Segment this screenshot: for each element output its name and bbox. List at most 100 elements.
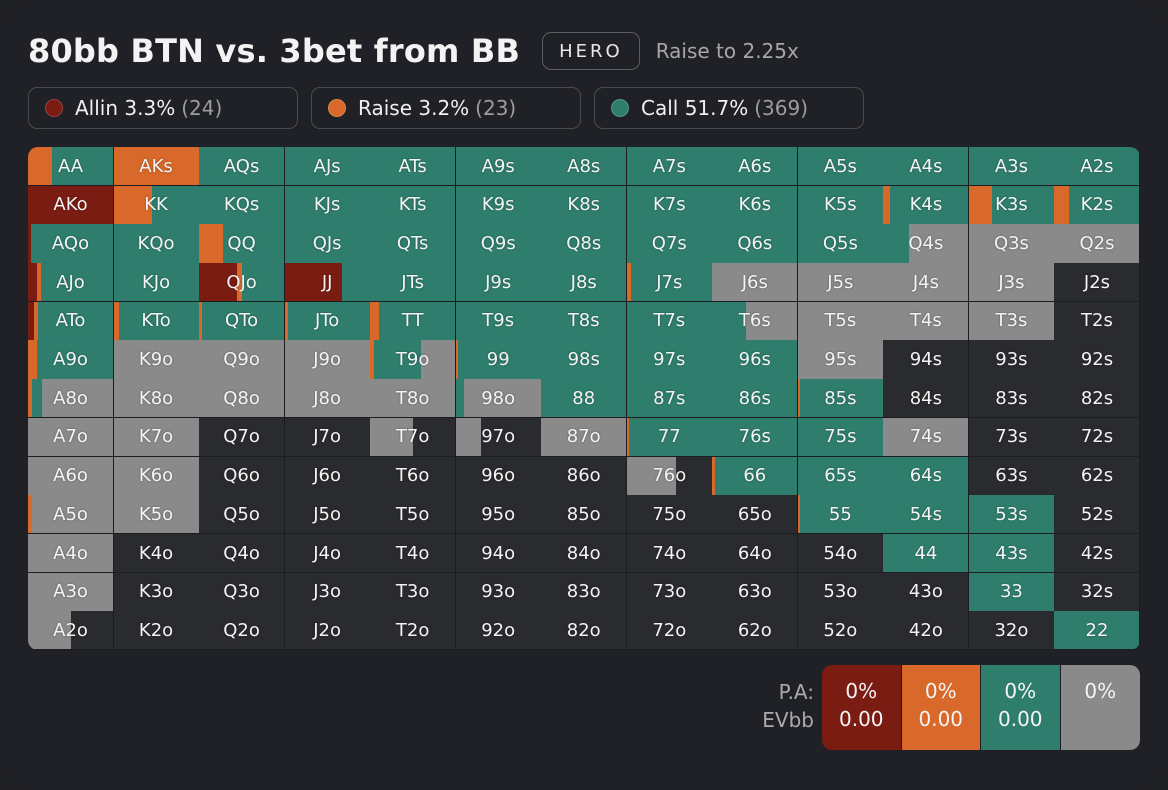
hand-cell-95o[interactable]: 95o — [455, 495, 542, 535]
hand-cell-82o[interactable]: 82o — [541, 611, 628, 650]
hand-cell-KJo[interactable]: KJo — [113, 263, 200, 303]
hand-cell-J6s[interactable]: J6s — [712, 263, 799, 303]
hand-cell-J4o[interactable]: J4o — [284, 533, 371, 574]
hand-cell-Q9s[interactable]: Q9s — [455, 224, 542, 264]
hand-cell-76s[interactable]: 76s — [712, 417, 799, 458]
hand-cell-63o[interactable]: 63o — [712, 572, 799, 612]
hand-cell-32s[interactable]: 32s — [1054, 572, 1140, 612]
hand-cell-33[interactable]: 33 — [968, 572, 1055, 612]
hand-cell-Q3s[interactable]: Q3s — [968, 224, 1055, 264]
hand-cell-A7o[interactable]: A7o — [28, 417, 115, 458]
hand-cell-A3s[interactable]: A3s — [968, 147, 1055, 187]
hand-cell-K6o[interactable]: K6o — [113, 456, 200, 496]
hand-cell-72o[interactable]: 72o — [626, 611, 713, 650]
hand-cell-54s[interactable]: 54s — [883, 495, 970, 535]
hand-cell-Q2o[interactable]: Q2o — [199, 611, 286, 650]
hand-cell-99[interactable]: 99 — [455, 340, 542, 380]
hand-cell-77[interactable]: 77 — [626, 417, 713, 458]
hand-cell-T4s[interactable]: T4s — [883, 301, 970, 341]
hero-badge[interactable]: HERO — [542, 32, 640, 70]
hand-cell-52s[interactable]: 52s — [1054, 495, 1140, 535]
hand-cell-K2o[interactable]: K2o — [113, 611, 200, 650]
hand-cell-87o[interactable]: 87o — [541, 417, 628, 458]
hand-cell-65s[interactable]: 65s — [797, 456, 884, 496]
hand-cell-A8o[interactable]: A8o — [28, 379, 115, 419]
hand-cell-73s[interactable]: 73s — [968, 417, 1055, 458]
hand-cell-73o[interactable]: 73o — [626, 572, 713, 612]
hand-cell-T5o[interactable]: T5o — [370, 495, 457, 535]
hand-cell-J5o[interactable]: J5o — [284, 495, 371, 535]
hand-cell-A3o[interactable]: A3o — [28, 572, 115, 612]
hand-cell-66[interactable]: 66 — [712, 456, 799, 496]
hand-cell-ATs[interactable]: ATs — [370, 147, 457, 187]
hand-cell-J9s[interactable]: J9s — [455, 263, 542, 303]
hand-cell-42o[interactable]: 42o — [883, 611, 970, 650]
hand-cell-KJs[interactable]: KJs — [284, 185, 371, 225]
hand-cell-KK[interactable]: KK — [113, 185, 200, 225]
hand-cell-K8o[interactable]: K8o — [113, 379, 200, 419]
hand-cell-J2s[interactable]: J2s — [1054, 263, 1140, 303]
hand-cell-62s[interactable]: 62s — [1054, 456, 1140, 496]
hand-cell-J5s[interactable]: J5s — [797, 263, 884, 303]
hand-cell-A5s[interactable]: A5s — [797, 147, 884, 187]
hand-cell-AKs[interactable]: AKs — [113, 147, 200, 187]
hand-cell-K5o[interactable]: K5o — [113, 495, 200, 535]
hand-cell-J8o[interactable]: J8o — [284, 379, 371, 419]
hand-cell-64o[interactable]: 64o — [712, 533, 799, 574]
hand-cell-Q8o[interactable]: Q8o — [199, 379, 286, 419]
hand-cell-85o[interactable]: 85o — [541, 495, 628, 535]
hand-cell-T7s[interactable]: T7s — [626, 301, 713, 341]
hand-cell-AQo[interactable]: AQo — [28, 224, 115, 264]
hand-cell-K3s[interactable]: K3s — [968, 185, 1055, 225]
hand-cell-AKo[interactable]: AKo — [28, 185, 115, 225]
hand-cell-32o[interactable]: 32o — [968, 611, 1055, 650]
hand-cell-K8s[interactable]: K8s — [541, 185, 628, 225]
hand-cell-Q5s[interactable]: Q5s — [797, 224, 884, 264]
hand-cell-J4s[interactable]: J4s — [883, 263, 970, 303]
hand-cell-94o[interactable]: 94o — [455, 533, 542, 574]
hand-cell-64s[interactable]: 64s — [883, 456, 970, 496]
hand-cell-75s[interactable]: 75s — [797, 417, 884, 458]
hand-cell-84s[interactable]: 84s — [883, 379, 970, 419]
hand-cell-83s[interactable]: 83s — [968, 379, 1055, 419]
hand-cell-83o[interactable]: 83o — [541, 572, 628, 612]
hand-cell-Q8s[interactable]: Q8s — [541, 224, 628, 264]
hand-cell-92s[interactable]: 92s — [1054, 340, 1140, 380]
hand-cell-K5s[interactable]: K5s — [797, 185, 884, 225]
hand-cell-KQo[interactable]: KQo — [113, 224, 200, 264]
hand-cell-J6o[interactable]: J6o — [284, 456, 371, 496]
hand-cell-65o[interactable]: 65o — [712, 495, 799, 535]
hand-cell-KTs[interactable]: KTs — [370, 185, 457, 225]
hand-cell-K9o[interactable]: K9o — [113, 340, 200, 380]
hand-cell-74o[interactable]: 74o — [626, 533, 713, 574]
hand-cell-J7o[interactable]: J7o — [284, 417, 371, 458]
hand-cell-82s[interactable]: 82s — [1054, 379, 1140, 419]
hand-cell-KTo[interactable]: KTo — [113, 301, 200, 341]
legend-item-call[interactable]: Call 51.7% (369) — [594, 87, 864, 129]
hand-cell-T8o[interactable]: T8o — [370, 379, 457, 419]
hand-cell-K2s[interactable]: K2s — [1054, 185, 1140, 225]
hand-cell-A9o[interactable]: A9o — [28, 340, 115, 380]
hand-cell-88[interactable]: 88 — [541, 379, 628, 419]
hand-cell-T7o[interactable]: T7o — [370, 417, 457, 458]
hand-cell-J3s[interactable]: J3s — [968, 263, 1055, 303]
hand-cell-K7s[interactable]: K7s — [626, 185, 713, 225]
hand-cell-AJs[interactable]: AJs — [284, 147, 371, 187]
hand-cell-86s[interactable]: 86s — [712, 379, 799, 419]
hand-cell-98o[interactable]: 98o — [455, 379, 542, 419]
hand-cell-85s[interactable]: 85s — [797, 379, 884, 419]
hand-cell-T9o[interactable]: T9o — [370, 340, 457, 380]
hand-cell-T8s[interactable]: T8s — [541, 301, 628, 341]
hand-cell-42s[interactable]: 42s — [1054, 533, 1140, 574]
hand-cell-94s[interactable]: 94s — [883, 340, 970, 380]
hand-cell-K7o[interactable]: K7o — [113, 417, 200, 458]
hand-cell-A2o[interactable]: A2o — [28, 611, 115, 650]
hand-cell-87s[interactable]: 87s — [626, 379, 713, 419]
hand-cell-K4o[interactable]: K4o — [113, 533, 200, 574]
hand-cell-95s[interactable]: 95s — [797, 340, 884, 380]
hand-cell-J2o[interactable]: J2o — [284, 611, 371, 650]
hand-cell-T5s[interactable]: T5s — [797, 301, 884, 341]
hand-cell-86o[interactable]: 86o — [541, 456, 628, 496]
hand-cell-QQ[interactable]: QQ — [199, 224, 286, 264]
hand-cell-Q3o[interactable]: Q3o — [199, 572, 286, 612]
